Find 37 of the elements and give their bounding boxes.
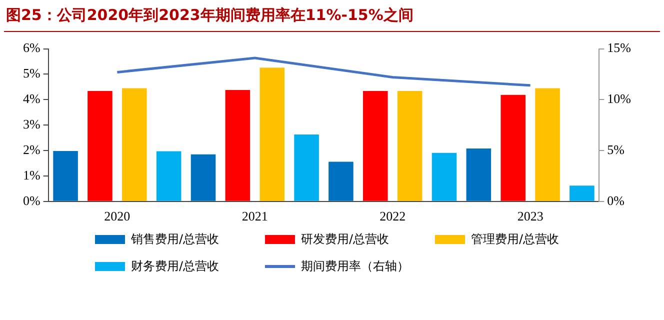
x-tick-label: 2023: [517, 208, 544, 224]
bar: [328, 162, 354, 201]
bar: [500, 94, 526, 201]
bar: [397, 91, 422, 201]
legend-label: 期间费用率（右轴）: [301, 258, 409, 275]
bar: [294, 134, 319, 201]
y-tick-label: 6%: [22, 40, 40, 56]
chart-title: 图25：公司2020年到2023年期间费用率在11%-15%之间: [6, 6, 414, 25]
x-tick-label: 2021: [242, 208, 268, 224]
bar: [466, 148, 492, 201]
legend-label: 销售费用/总营收: [131, 231, 220, 248]
bar: [53, 151, 78, 201]
y2-tick-label: 5%: [607, 142, 625, 157]
bar: [363, 91, 388, 201]
bar: [88, 91, 112, 201]
y2-tick-label: 0%: [607, 192, 625, 208]
legend-label: 财务费用/总营收: [131, 258, 220, 275]
y-tick-label: 1%: [22, 167, 40, 182]
bar: [122, 88, 147, 201]
y-tick-label: 3%: [22, 116, 40, 132]
bar: [225, 90, 250, 201]
bar: [432, 152, 457, 201]
bar: [190, 154, 216, 201]
y-tick-label: 5%: [22, 66, 40, 81]
y2-tick-label: 15%: [607, 40, 632, 56]
y-tick-label: 0%: [22, 192, 40, 208]
y-tick-label: 2%: [22, 142, 40, 157]
y-tick-label: 4%: [22, 91, 40, 106]
legend-label: 研发费用/总营收: [301, 231, 390, 248]
bar: [260, 68, 285, 201]
x-tick-label: 2020: [104, 208, 130, 224]
x-tick-label: 2022: [380, 208, 406, 224]
legend-label: 管理费用/总营收: [471, 231, 560, 248]
bar: [535, 88, 560, 201]
y2-tick-label: 10%: [607, 91, 632, 106]
bar: [570, 186, 594, 201]
bar: [156, 151, 182, 201]
